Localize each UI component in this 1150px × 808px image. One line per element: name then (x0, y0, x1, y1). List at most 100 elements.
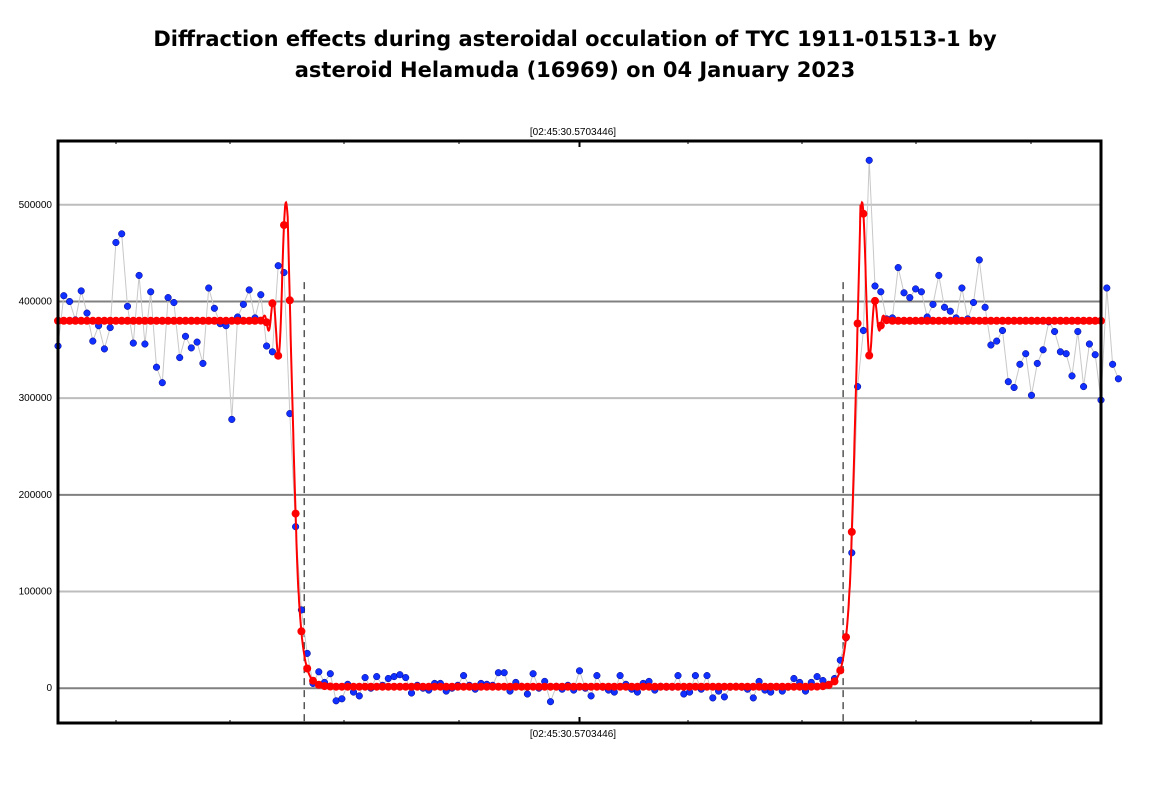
observed-point (593, 672, 601, 680)
model-point (558, 682, 567, 691)
model-point (320, 682, 329, 691)
chart-title-line-1: Diffraction effects during asteroidal oc… (153, 27, 997, 51)
model-curve (58, 200, 1101, 688)
y-tick-label: 400000 (19, 296, 53, 307)
observed-point (998, 326, 1007, 335)
model-point (523, 682, 532, 691)
observed-point (77, 287, 85, 295)
model-point (1068, 316, 1076, 325)
observed-point (210, 304, 218, 312)
observed-point (355, 692, 363, 700)
model-point (917, 316, 926, 325)
observed-point (152, 363, 161, 371)
observed-point (205, 284, 213, 292)
observed-point (969, 298, 978, 307)
model-point (616, 682, 625, 691)
model-point (140, 316, 149, 325)
observed-point (326, 670, 334, 678)
model-point (500, 682, 509, 691)
model-point (83, 316, 91, 325)
model-point (621, 682, 630, 691)
model-point (662, 682, 671, 691)
model-point (94, 316, 103, 325)
gridlines (58, 203, 1101, 690)
model-point (349, 682, 358, 691)
model-point (691, 682, 700, 691)
model-point (384, 682, 393, 691)
observed-point (239, 300, 247, 308)
model-point (117, 316, 126, 325)
model-point (534, 682, 543, 691)
observed-point (396, 671, 404, 679)
model-point (175, 316, 184, 325)
observed-point (315, 668, 323, 676)
model-point (546, 682, 555, 691)
model-point (726, 682, 735, 691)
model-point (395, 682, 404, 691)
observed-point (1091, 351, 1099, 359)
model-point (807, 682, 816, 691)
model-point (198, 316, 207, 325)
model-point (343, 682, 352, 691)
model-point (332, 682, 341, 691)
model-point (1056, 316, 1065, 325)
observed-point (268, 348, 276, 356)
model-point (760, 682, 769, 691)
model-point (88, 316, 97, 325)
model-point (905, 316, 914, 325)
model-point (737, 682, 746, 691)
observed-point (1016, 360, 1024, 368)
model-point (1004, 316, 1013, 325)
model-point (650, 682, 659, 691)
observed-point (616, 672, 624, 680)
event-markers (303, 282, 844, 723)
model-point (1091, 316, 1100, 325)
model-point (297, 627, 306, 636)
model-point (309, 676, 317, 685)
model-point (685, 682, 694, 691)
model-point (598, 682, 607, 691)
model-point (697, 682, 706, 691)
model-point (1062, 316, 1071, 325)
observed-point (1051, 327, 1059, 336)
y-tick-label: 500000 (19, 200, 53, 211)
observed-point (981, 303, 989, 311)
observed-point (523, 690, 531, 698)
observed-point (100, 345, 108, 353)
model-point (563, 682, 572, 691)
observed-point (871, 282, 879, 290)
observed-point (500, 669, 508, 677)
model-point (668, 682, 677, 691)
model-point (71, 316, 80, 325)
model-point (361, 682, 370, 691)
model-point (337, 682, 346, 691)
observed-point (1004, 378, 1012, 386)
observed-point (118, 230, 126, 238)
model-point (575, 682, 584, 691)
model-point (291, 509, 300, 518)
observed-point (790, 674, 798, 683)
observed-point (900, 289, 908, 297)
model-point (233, 316, 242, 325)
model-point (975, 316, 984, 325)
observed-point (935, 271, 943, 279)
observed-point (958, 284, 966, 292)
model-point (216, 316, 225, 325)
observed-point (83, 309, 91, 317)
y-tick-label: 300000 (19, 393, 53, 404)
observed-point (135, 271, 143, 279)
plot-border (56, 139, 1103, 725)
observed-point (1080, 383, 1088, 391)
model-point (204, 316, 213, 325)
model-point (830, 677, 839, 686)
model-point (488, 682, 497, 691)
observed-point (877, 288, 885, 296)
model-point (511, 682, 520, 691)
model-point (419, 682, 427, 691)
observed-point (813, 673, 821, 681)
model-point (842, 633, 850, 642)
observed-point (929, 300, 937, 308)
observed-point (912, 285, 920, 293)
model-point (986, 316, 995, 325)
model-point (789, 682, 798, 691)
